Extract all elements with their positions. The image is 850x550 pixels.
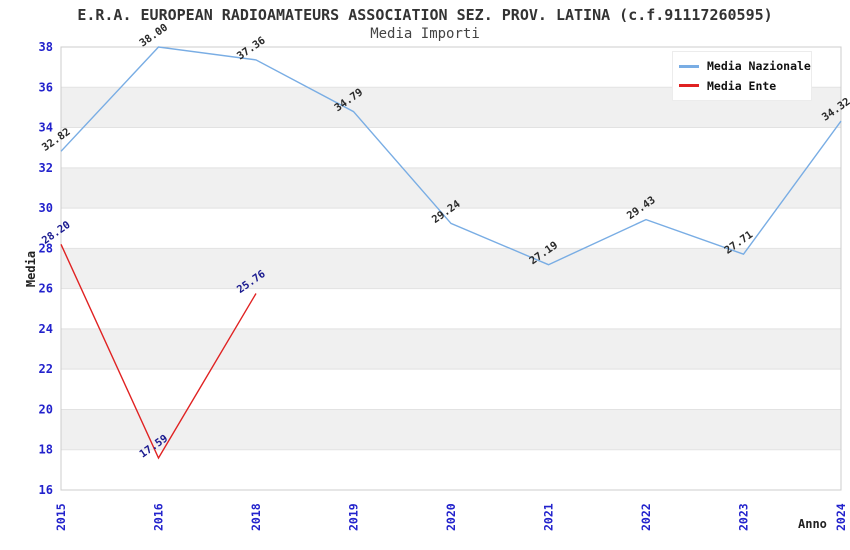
x-tick-label: 2020	[444, 503, 458, 531]
x-tick-label: 2024	[834, 503, 848, 531]
data-point-label: 38.00	[137, 22, 170, 50]
plot-band	[61, 288, 841, 329]
chart-subtitle: Media Importi	[370, 26, 480, 42]
legend-line-swatch-ente	[679, 84, 699, 88]
x-tick-label: 2022	[639, 503, 653, 531]
legend-entry-media-ente: Media Ente	[673, 79, 811, 93]
x-tick-label: 2015	[54, 503, 68, 531]
legend-label: Media Ente	[707, 78, 777, 93]
plot-band	[61, 248, 841, 289]
y-axis-title: Media	[24, 250, 38, 288]
y-tick-label: 18	[39, 443, 53, 457]
y-tick-label: 20	[39, 402, 53, 416]
x-tick-label: 2023	[737, 503, 751, 531]
plot-band	[61, 409, 841, 450]
y-tick-label: 16	[39, 483, 53, 497]
y-tick-label: 26	[39, 282, 53, 296]
x-tick-label: 2019	[347, 503, 361, 531]
y-tick-label: 34	[39, 121, 53, 135]
series-line-media-nazionale	[60, 46, 842, 266]
plot-border	[60, 46, 842, 491]
y-tick-label: 28	[39, 241, 53, 255]
legend-label: Media Nazionale	[707, 59, 811, 74]
legend-entry-media-nazionale: Media Nazionale	[673, 59, 811, 73]
legend: Media Nazionale Media Ente	[672, 51, 812, 101]
plot-band	[61, 449, 841, 490]
x-tick-label: 2021	[542, 503, 556, 531]
plot-band	[61, 127, 841, 168]
plot-band	[61, 328, 841, 370]
chart-title: E.R.A. EUROPEAN RADIOAMATEURS ASSOCIATIO…	[77, 6, 773, 24]
y-tick-label: 30	[39, 201, 53, 215]
series-line-media-ente	[60, 244, 257, 460]
y-tick-label: 32	[39, 161, 53, 175]
x-axis-title: Anno	[798, 517, 827, 531]
plot-band	[61, 167, 841, 209]
y-tick-label: 38	[39, 40, 53, 54]
legend-line-swatch-nazionale	[679, 64, 699, 68]
plot-band	[61, 208, 841, 249]
y-tick-label: 36	[39, 80, 53, 94]
x-tick-label: 2018	[249, 503, 263, 531]
y-tick-label: 24	[39, 322, 53, 336]
y-tick-label: 22	[39, 362, 53, 376]
x-tick-label: 2016	[152, 503, 166, 531]
plot-band	[61, 369, 841, 410]
